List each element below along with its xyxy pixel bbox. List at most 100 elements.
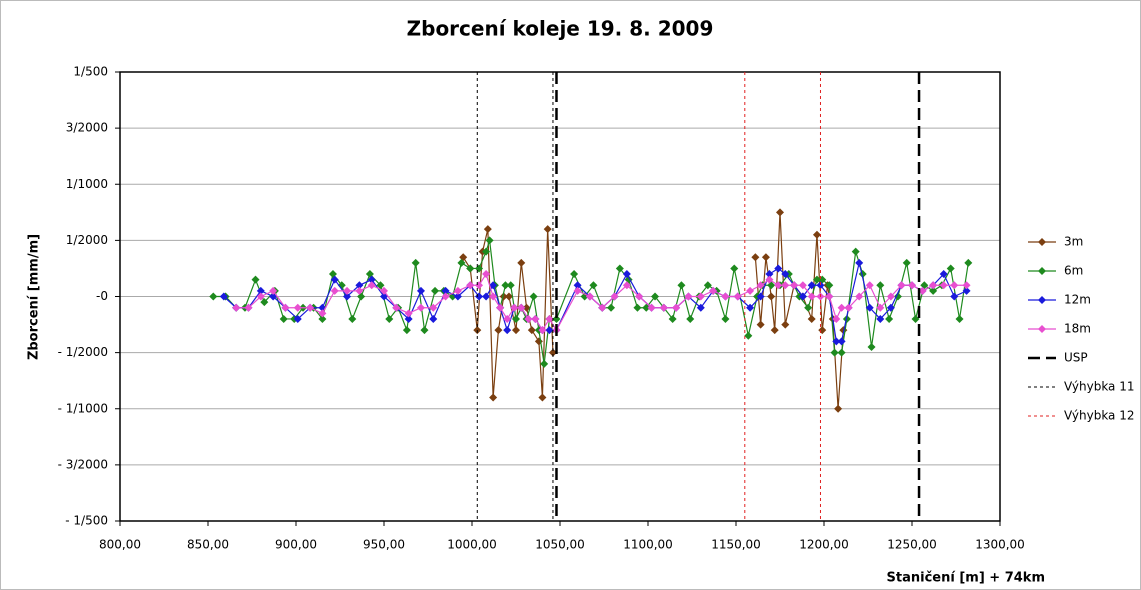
data-point — [776, 208, 784, 217]
data-point — [482, 292, 491, 301]
data-point — [798, 292, 807, 301]
data-point — [524, 314, 533, 323]
data-point — [453, 286, 462, 295]
data-point — [946, 264, 955, 273]
legend-label: 18m — [1064, 322, 1091, 336]
data-point — [939, 281, 948, 290]
x-tick-label: 1200,00 — [799, 538, 849, 552]
data-point — [522, 303, 531, 312]
data-point — [950, 292, 959, 301]
data-point — [703, 281, 712, 290]
data-point — [635, 292, 644, 301]
data-point — [441, 292, 450, 301]
data-point — [696, 292, 705, 301]
x-tick-label: 1100,00 — [623, 538, 673, 552]
y-tick-label: 1/500 — [73, 65, 108, 79]
data-point — [886, 292, 895, 301]
data-point — [402, 326, 411, 335]
data-point — [721, 292, 730, 301]
data-point — [416, 303, 425, 312]
data-point — [812, 275, 821, 284]
data-point — [825, 281, 834, 290]
data-point — [529, 292, 538, 301]
x-tick-label: 800,00 — [99, 538, 141, 552]
data-point — [696, 303, 705, 312]
data-point — [615, 264, 624, 273]
data-point — [506, 281, 515, 290]
data-point — [885, 314, 894, 323]
data-point — [756, 292, 765, 301]
data-point — [807, 281, 816, 290]
data-point — [855, 292, 864, 301]
x-tick-label: 1000,00 — [447, 538, 497, 552]
data-point — [504, 292, 513, 301]
data-point — [570, 270, 579, 279]
data-point — [950, 281, 959, 290]
data-point — [367, 281, 376, 290]
data-point — [420, 326, 429, 335]
x-tick-label: 900,00 — [275, 538, 317, 552]
data-point — [834, 404, 843, 413]
data-point — [622, 281, 631, 290]
data-point — [825, 292, 834, 301]
data-point — [598, 303, 607, 312]
data-point — [376, 281, 385, 290]
x-tick-label: 850,00 — [187, 538, 229, 552]
data-point — [962, 281, 971, 290]
data-point — [260, 298, 269, 307]
data-point — [668, 314, 677, 323]
data-point — [886, 303, 895, 312]
data-point — [790, 281, 799, 290]
data-point — [355, 286, 364, 295]
data-point — [798, 281, 807, 290]
data-point — [955, 314, 964, 323]
data-point — [485, 236, 494, 245]
plot-area — [119, 71, 1001, 522]
data-point — [837, 303, 846, 312]
data-point — [672, 303, 681, 312]
data-point — [527, 326, 536, 335]
data-point — [343, 292, 352, 301]
data-point — [256, 286, 265, 295]
data-point — [832, 337, 841, 346]
data-point — [816, 281, 825, 290]
data-point — [756, 281, 765, 290]
x-tick-label: 1300,00 — [975, 538, 1025, 552]
data-point — [293, 314, 302, 323]
data-point — [538, 326, 547, 335]
data-point — [355, 281, 364, 290]
x-tick-label: 1250,00 — [887, 538, 937, 552]
data-point — [902, 258, 911, 267]
data-point — [929, 281, 938, 290]
data-point — [911, 314, 920, 323]
data-point — [733, 292, 742, 301]
data-point — [830, 348, 839, 357]
data-point — [807, 314, 816, 323]
data-point — [552, 314, 561, 323]
data-point — [918, 286, 927, 295]
legend-marker — [1038, 296, 1046, 304]
data-point — [531, 314, 540, 323]
x-tick-label: 1150,00 — [711, 538, 761, 552]
legend-marker — [1038, 267, 1046, 275]
data-point — [404, 309, 413, 318]
data-point — [429, 303, 438, 312]
data-point — [832, 314, 841, 323]
data-point — [453, 292, 462, 301]
data-point — [466, 264, 475, 273]
data-point — [385, 314, 394, 323]
data-point — [781, 281, 790, 290]
legend-label: 12m — [1064, 293, 1091, 307]
data-point — [964, 258, 973, 267]
data-point — [908, 281, 916, 290]
data-point — [770, 326, 779, 335]
data-point — [244, 303, 253, 312]
data-point — [306, 303, 315, 312]
chart-title: Zborcení koleje 19. 8. 2009 — [407, 17, 714, 41]
y-tick-label: - 1/1000 — [58, 401, 108, 415]
data-point — [538, 393, 547, 402]
x-axis-label: Staničení [m] + 74km — [887, 571, 1045, 586]
data-point — [962, 286, 971, 295]
data-point — [589, 281, 598, 290]
